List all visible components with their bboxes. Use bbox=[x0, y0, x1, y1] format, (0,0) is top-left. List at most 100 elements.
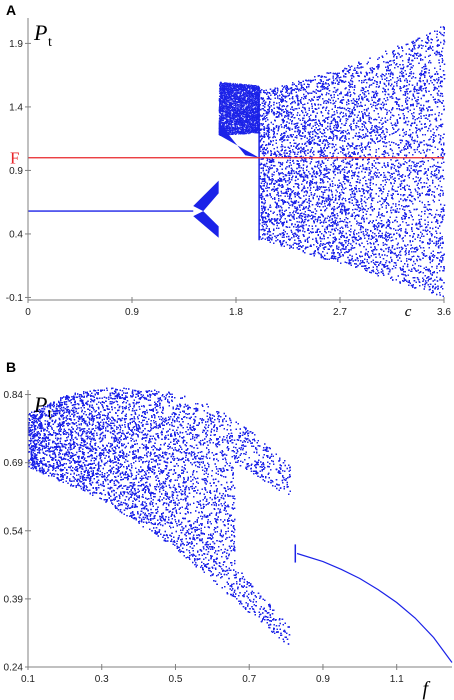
data-point bbox=[229, 91, 230, 92]
data-point bbox=[243, 126, 244, 127]
data-point bbox=[245, 107, 246, 108]
data-point bbox=[251, 126, 252, 127]
data-point bbox=[249, 101, 250, 102]
data-point bbox=[233, 132, 234, 133]
data-point bbox=[240, 104, 241, 105]
data-point bbox=[240, 129, 241, 130]
data-point bbox=[256, 120, 257, 121]
data-point bbox=[257, 91, 258, 92]
data-point bbox=[255, 98, 256, 99]
data-point bbox=[219, 96, 220, 97]
data-point bbox=[257, 107, 258, 108]
data-point bbox=[224, 124, 225, 125]
data-point bbox=[249, 115, 250, 116]
data-point bbox=[247, 113, 248, 114]
data-point bbox=[252, 106, 253, 107]
data-point bbox=[237, 120, 238, 121]
data-point bbox=[254, 100, 255, 101]
data-point bbox=[247, 85, 248, 86]
data-point bbox=[229, 121, 230, 122]
data-point bbox=[236, 133, 237, 134]
data-point bbox=[235, 117, 236, 118]
data-point bbox=[250, 121, 251, 122]
data-point bbox=[229, 100, 230, 101]
data-point bbox=[219, 91, 220, 92]
data-point bbox=[227, 116, 228, 117]
data-point bbox=[227, 101, 228, 102]
data-point bbox=[238, 88, 239, 89]
data-point bbox=[245, 103, 246, 104]
data-point bbox=[234, 130, 235, 131]
data-point bbox=[220, 100, 221, 101]
data-point bbox=[247, 99, 248, 100]
data-point bbox=[243, 99, 244, 100]
data-point bbox=[237, 113, 238, 114]
data-point bbox=[253, 121, 254, 122]
data-point bbox=[235, 126, 236, 127]
data-point bbox=[230, 128, 231, 129]
data-point bbox=[225, 86, 226, 87]
data-point bbox=[227, 127, 228, 128]
data-point bbox=[253, 87, 254, 88]
data-point bbox=[245, 121, 246, 122]
data-point bbox=[222, 97, 223, 98]
data-point bbox=[235, 95, 236, 96]
data-point bbox=[251, 91, 252, 92]
data-point bbox=[235, 88, 236, 89]
data-point bbox=[245, 101, 246, 102]
data-point bbox=[236, 85, 237, 86]
data-point bbox=[223, 105, 224, 106]
data-point bbox=[247, 123, 248, 124]
data-point bbox=[229, 83, 230, 84]
data-point bbox=[221, 122, 222, 123]
data-point bbox=[233, 84, 234, 85]
data-point bbox=[241, 87, 242, 88]
data-point bbox=[239, 104, 240, 105]
data-point bbox=[234, 98, 235, 99]
data-point bbox=[230, 118, 231, 119]
data-point bbox=[235, 86, 236, 87]
data-point bbox=[243, 130, 244, 131]
data-point bbox=[254, 91, 255, 92]
data-point bbox=[254, 119, 255, 120]
data-point bbox=[254, 115, 255, 116]
data-point bbox=[248, 124, 249, 125]
data-point bbox=[221, 116, 222, 117]
panel-a: AF-0.10.40.91.41.90 0.9 1.8 2.7 3.6P tc bbox=[6, 2, 452, 320]
data-point bbox=[237, 86, 238, 87]
data-point bbox=[231, 89, 232, 90]
data-point bbox=[232, 118, 233, 119]
data-point bbox=[256, 94, 257, 95]
data-point bbox=[226, 88, 227, 89]
data-point bbox=[240, 107, 241, 108]
data-point bbox=[242, 127, 243, 128]
data-point bbox=[229, 114, 230, 115]
data-point bbox=[227, 120, 228, 121]
data-point bbox=[239, 99, 240, 100]
data-point bbox=[250, 99, 251, 100]
data-point bbox=[233, 101, 234, 102]
data-point bbox=[239, 128, 240, 129]
data-point bbox=[238, 130, 239, 131]
data-point bbox=[237, 115, 238, 116]
data-point bbox=[219, 100, 220, 101]
data-point bbox=[243, 110, 244, 111]
data-point bbox=[243, 127, 244, 128]
data-point bbox=[246, 122, 247, 123]
data-point bbox=[228, 123, 229, 124]
data-point bbox=[248, 97, 249, 98]
data-point bbox=[225, 127, 226, 128]
data-point bbox=[228, 132, 229, 133]
data-point bbox=[224, 83, 225, 84]
data-point bbox=[220, 83, 221, 84]
data-point bbox=[245, 111, 246, 112]
data-point bbox=[239, 110, 240, 111]
data-point bbox=[236, 106, 237, 107]
data-point bbox=[229, 86, 230, 87]
data-point bbox=[246, 128, 247, 129]
data-point bbox=[251, 114, 252, 115]
data-point bbox=[248, 93, 249, 94]
data-point bbox=[251, 121, 252, 122]
data-point bbox=[256, 114, 257, 115]
data-point bbox=[235, 110, 236, 111]
